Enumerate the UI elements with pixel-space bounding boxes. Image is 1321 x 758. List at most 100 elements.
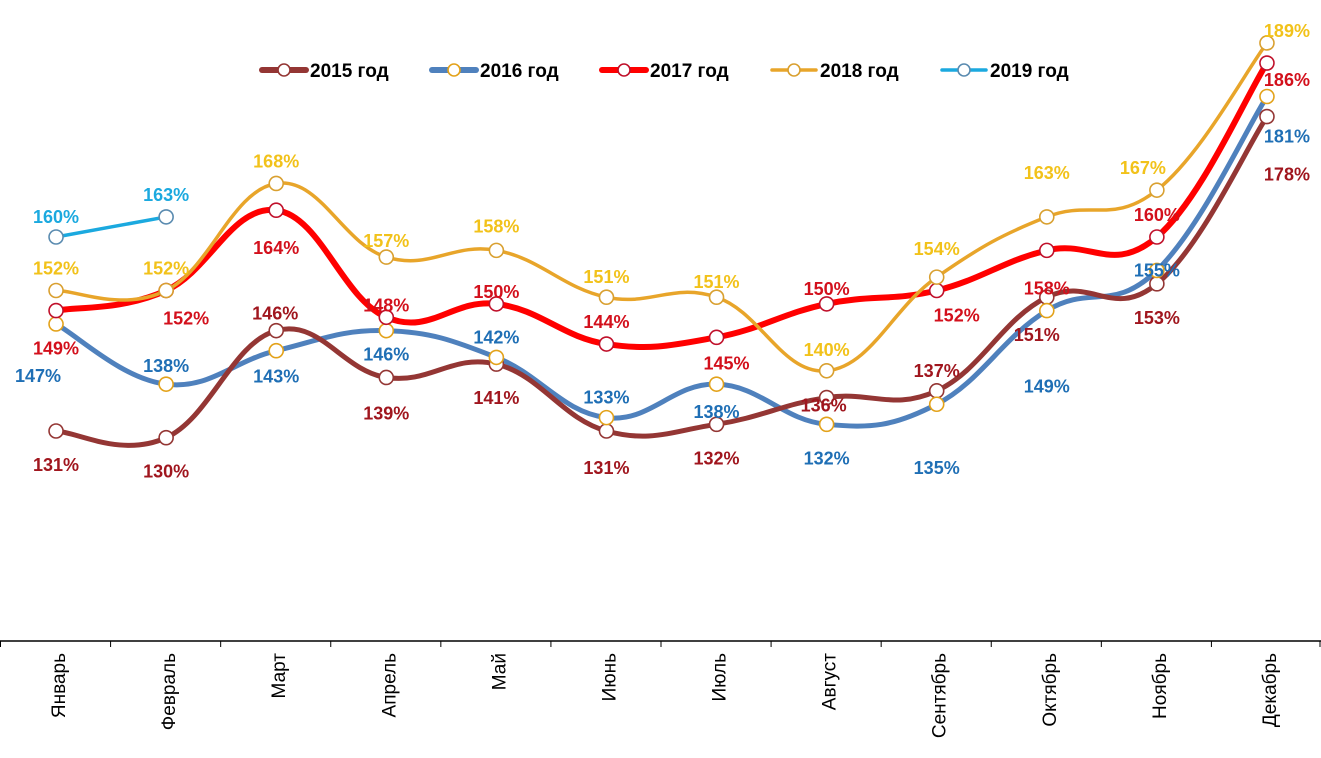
data-point-2018-год-март <box>268 175 285 192</box>
series-lines <box>53 41 1270 448</box>
data-label-2016-год-апрель: 146% <box>363 345 409 365</box>
data-point-2015-год-март <box>268 322 285 339</box>
legend-label: 2017 год <box>650 61 729 82</box>
data-label-2017-год-июль: 145% <box>704 353 750 373</box>
data-point-2015-год-январь <box>48 423 64 439</box>
data-point-2019-год-февраль <box>158 209 174 225</box>
data-point-2018-год-январь <box>48 282 64 299</box>
data-label-2017-год-июнь: 144% <box>583 312 629 332</box>
data-point-2017-год-август <box>818 296 835 312</box>
data-point-2016-год-сентябрь <box>928 396 945 413</box>
data-label-2017-год-апрель: 148% <box>363 295 409 315</box>
data-label-2017-год-март: 164% <box>253 238 299 258</box>
data-label-2018-год-июль: 151% <box>694 272 740 292</box>
x-tick-label-июль: Июль <box>710 653 731 702</box>
data-point-2017-год-июль <box>708 329 725 346</box>
data-point-2016-год-август <box>818 416 835 433</box>
data-point-2016-год-июнь <box>598 409 615 426</box>
data-label-2017-год-май: 150% <box>473 282 519 302</box>
data-label-2019-год-январь: 160% <box>33 207 79 227</box>
data-point-2016-год-январь <box>48 316 64 332</box>
data-label-2016-год-май: 142% <box>473 327 519 347</box>
data-label-2018-год-март: 168% <box>253 151 299 171</box>
data-point-2015-год-июль <box>708 416 725 433</box>
series-line-2017-год <box>53 60 1270 351</box>
data-label-2015-год-декабрь: 178% <box>1264 165 1310 185</box>
data-point-2016-год-февраль <box>158 376 174 392</box>
data-label-2015-год-сентябрь: 137% <box>914 361 960 381</box>
data-point-2017-год-сентябрь <box>928 282 945 299</box>
data-point-2015-год-апрель <box>378 369 395 386</box>
data-point-2017-год-январь <box>48 302 64 319</box>
data-label-2018-год-июнь: 151% <box>583 267 629 287</box>
data-point-2015-год-август <box>818 389 835 406</box>
data-point-2018-год-февраль <box>158 282 174 299</box>
data-label-2018-год-декабрь: 189% <box>1264 21 1310 41</box>
data-point-2016-год-ноябрь <box>1149 262 1165 279</box>
x-tick-label-февраль: Февраль <box>159 653 180 730</box>
series-line-2016-год <box>53 94 1270 429</box>
data-point-2016-год-апрель <box>378 322 395 339</box>
data-label-2016-год-октябрь: 149% <box>1024 377 1070 397</box>
legend-item-2018-год: 2018 год <box>770 61 899 82</box>
data-label-2015-год-июль: 132% <box>694 448 740 468</box>
legend-item-2019-год: 2019 год <box>940 61 1069 82</box>
legend-swatch-marker <box>277 63 291 77</box>
data-label-2016-год-июль: 138% <box>694 402 740 422</box>
x-axis: Январь Февраль Март Апрель Май Июнь Июль Август… <box>0 640 1321 738</box>
data-point-2017-год-ноябрь <box>1149 229 1165 245</box>
data-point-2018-год-ноябрь <box>1149 182 1165 198</box>
data-point-2017-год-март <box>268 202 285 219</box>
legend-swatch-marker <box>617 63 631 77</box>
series-line-2019-год <box>54 215 168 239</box>
data-label-2015-год-август: 136% <box>801 396 847 416</box>
data-label-2015-год-январь: 131% <box>33 455 79 475</box>
data-point-2017-год-декабрь <box>1259 55 1275 71</box>
data-label-2019-год-февраль: 163% <box>143 185 189 205</box>
data-label-2017-год-январь: 149% <box>33 339 79 359</box>
data-point-2018-год-июнь <box>598 289 615 306</box>
x-tick-label-июнь: Июнь <box>599 653 620 701</box>
data-point-2015-год-декабрь <box>1259 108 1275 125</box>
data-point-2018-год-май <box>488 242 505 259</box>
x-tick-label-апрель: Апрель <box>379 653 400 718</box>
data-label-2017-год-август: 150% <box>804 279 850 299</box>
legend: 2015 год 2016 год 2017 год 2018 год 2019 год <box>259 61 1069 82</box>
data-point-2017-год-май <box>488 296 505 312</box>
x-tick-label-май: Май <box>489 653 510 690</box>
data-label-2015-год-апрель: 139% <box>363 403 409 423</box>
data-point-2016-год-март <box>268 342 285 359</box>
data-point-2018-год-сентябрь <box>928 269 945 285</box>
data-label-2016-год-январь: 147% <box>15 366 61 386</box>
x-tick-label-январь: Январь <box>49 653 70 718</box>
data-label-2017-год-ноябрь: 160% <box>1134 205 1180 225</box>
data-label-2015-год-июнь: 131% <box>583 458 629 478</box>
series-line-2015-год <box>53 114 1270 448</box>
data-label-2018-год-ноябрь: 167% <box>1120 158 1166 178</box>
data-point-2015-год-сентябрь <box>928 383 945 399</box>
legend-label: 2015 год <box>310 61 389 82</box>
data-point-2016-год-июль <box>708 376 725 392</box>
data-label-2016-год-февраль: 138% <box>143 356 189 376</box>
data-point-2017-год-июнь <box>598 336 615 352</box>
data-point-2017-год-октябрь <box>1038 242 1055 259</box>
data-label-2018-год-август: 140% <box>804 340 850 360</box>
x-tick-label-март: Март <box>269 653 290 699</box>
legend-label: 2018 год <box>820 61 899 82</box>
legend-item-2015-год: 2015 год <box>259 61 389 82</box>
data-label-2018-год-февраль: 152% <box>143 259 189 279</box>
data-label-2018-год-январь: 152% <box>33 259 79 279</box>
x-tick-label-декабрь: Декабрь <box>1260 653 1281 727</box>
data-label-2016-год-март: 143% <box>253 367 299 387</box>
x-tick-label-сентябрь: Сентябрь <box>930 653 951 738</box>
data-point-2018-год-апрель <box>378 249 395 265</box>
legend-item-2017-год: 2017 год <box>599 61 729 82</box>
data-label-2018-год-апрель: 157% <box>363 231 409 251</box>
data-label-2017-год-октябрь: 158% <box>1024 278 1070 298</box>
data-label-2018-год-сентябрь: 154% <box>914 239 960 259</box>
data-point-2019-год-январь <box>48 229 64 245</box>
data-label-2015-год-ноябрь: 153% <box>1134 308 1180 328</box>
data-label-2018-год-октябрь: 163% <box>1024 163 1070 183</box>
data-labels: 131% 130% 146% 139% 141% 131% 132% 136% 137% 151%… <box>15 21 1310 482</box>
